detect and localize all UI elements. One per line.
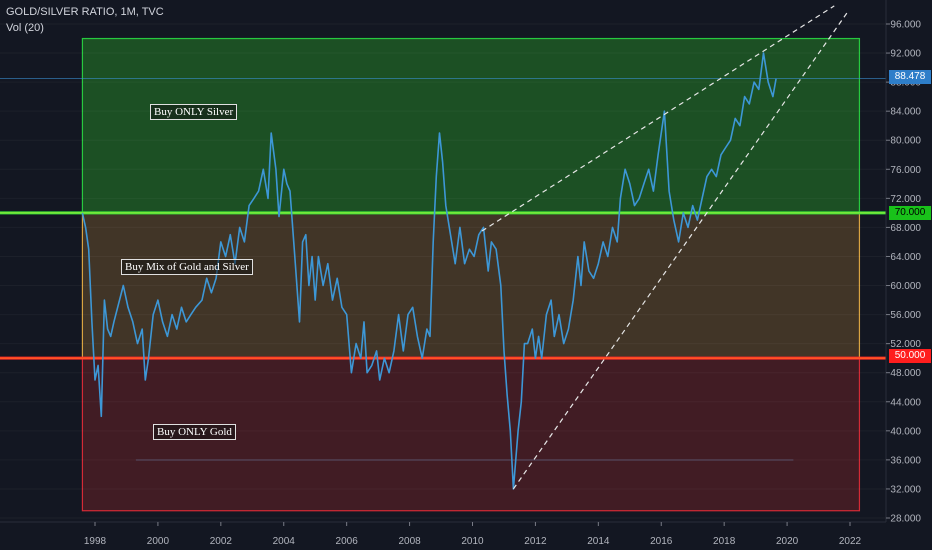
x-tick-label: 2018 xyxy=(713,536,736,547)
x-tick-label: 2006 xyxy=(336,536,359,547)
x-tick-label: 2010 xyxy=(461,536,484,547)
symbol-title: GOLD/SILVER RATIO, 1M, TVC xyxy=(6,6,164,18)
zone-label-silver: Buy ONLY Silver xyxy=(150,104,238,120)
x-tick-label: 1998 xyxy=(84,536,107,547)
y-tick-label: 40.000 xyxy=(890,426,921,437)
zone-rect-0 xyxy=(81,37,861,214)
x-tick-label: 2014 xyxy=(587,536,610,547)
y-tick-label: 96.000 xyxy=(890,20,921,31)
x-tick-label: 2020 xyxy=(776,536,799,547)
x-tick-label: 2022 xyxy=(839,536,862,547)
x-tick-label: 2000 xyxy=(147,536,170,547)
trendlines xyxy=(481,5,848,490)
y-tick-label: 92.000 xyxy=(890,49,921,60)
y-tick-label: 84.000 xyxy=(890,107,921,118)
y-tick-label: 56.000 xyxy=(890,310,921,321)
y-tick-label: 72.000 xyxy=(890,194,921,205)
y-tick-label: 76.000 xyxy=(890,165,921,176)
zone-label-mix: Buy Mix of Gold and Silver xyxy=(121,259,253,275)
x-tick-label: 2004 xyxy=(273,536,296,547)
horizontal-levels xyxy=(0,78,886,461)
grid-lines xyxy=(0,23,886,519)
current-price-tag: 88.478 xyxy=(889,70,931,84)
y-tick-label: 60.000 xyxy=(890,281,921,292)
lower-level-tag: 50.000 xyxy=(889,349,931,363)
y-tick-label: 52.000 xyxy=(890,339,921,350)
trendline-0 xyxy=(481,5,835,232)
y-tick-label: 32.000 xyxy=(890,484,921,495)
upper-level-tag: 70.000 xyxy=(889,206,931,220)
y-tick-label: 36.000 xyxy=(890,455,921,466)
x-tick-label: 2016 xyxy=(650,536,673,547)
zone-label-gold: Buy ONLY Gold xyxy=(153,424,236,440)
y-tick-label: 80.000 xyxy=(890,136,921,147)
time-axis-bg xyxy=(0,522,932,550)
series-group xyxy=(81,52,777,490)
zone-rect-1 xyxy=(81,212,861,359)
series-line-0 xyxy=(81,52,777,490)
x-tick-label: 2012 xyxy=(524,536,547,547)
y-tick-label: 64.000 xyxy=(890,252,921,263)
y-tick-label: 28.000 xyxy=(890,514,921,525)
x-tick-label: 2008 xyxy=(398,536,421,547)
indicator-label[interactable]: Vol (20) xyxy=(6,22,44,34)
trendline-1 xyxy=(512,12,848,490)
y-tick-label: 48.000 xyxy=(890,368,921,379)
price-axis-bg xyxy=(886,0,932,550)
y-tick-label: 68.000 xyxy=(890,223,921,234)
y-tick-label: 44.000 xyxy=(890,397,921,408)
x-tick-label: 2002 xyxy=(210,536,233,547)
